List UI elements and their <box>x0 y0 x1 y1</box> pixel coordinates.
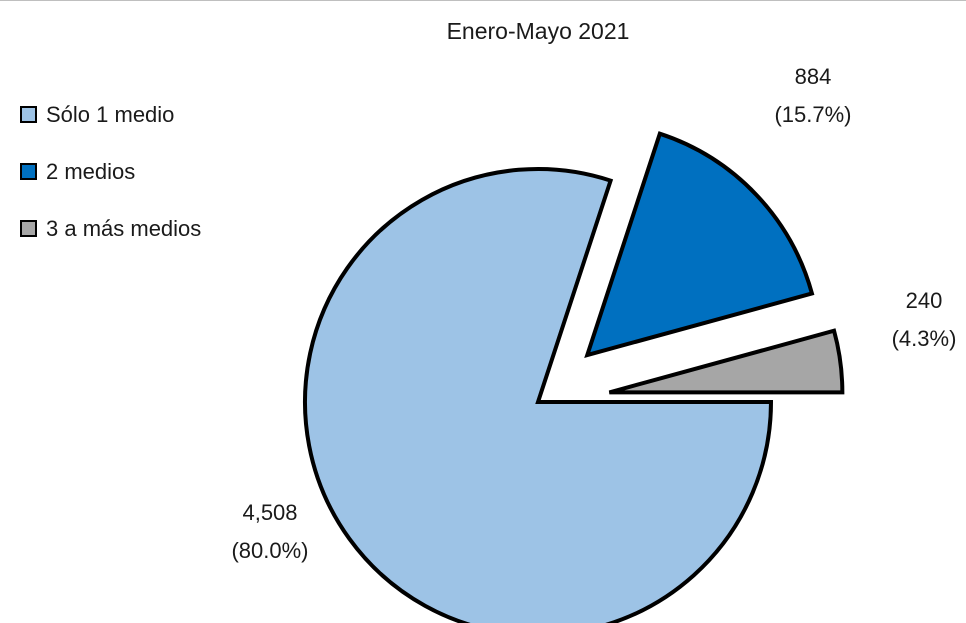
data-label-value-3-a-mas-medios: 240 <box>906 288 943 313</box>
legend-item-solo-1-medio: Sólo 1 medio <box>20 86 201 143</box>
legend-label-solo-1-medio: Sólo 1 medio <box>46 101 175 127</box>
legend-label-3-a-mas-medios: 3 a más medios <box>46 215 202 241</box>
pie-slice-3-a-mas-medios <box>608 328 845 395</box>
top-border <box>0 0 966 1</box>
legend-item-2-medios: 2 medios <box>20 143 201 200</box>
legend-label-2-medios: 2 medios <box>46 158 136 184</box>
data-label-percent-2-medios: (15.7%) <box>774 102 851 127</box>
data-label-value-2-medios: 884 <box>795 64 832 89</box>
legend-swatch-3-a-mas-medios <box>20 220 37 237</box>
data-label-percent-solo-1-medio: (80.0%) <box>231 538 308 563</box>
legend: Sólo 1 medio 2 medios 3 a más medios <box>20 86 201 257</box>
chart-title: Enero-Mayo 2021 <box>446 18 630 44</box>
pie-slice-solo-1-medio <box>303 167 774 623</box>
data-label-percent-3-a-mas-medios: (4.3%) <box>892 326 957 351</box>
data-label-value-solo-1-medio: 4,508 <box>242 500 297 525</box>
legend-swatch-solo-1-medio <box>20 106 37 123</box>
legend-swatch-2-medios <box>20 163 37 180</box>
pie-slice-2-medios <box>584 131 815 359</box>
legend-item-3-a-mas-medios: 3 a más medios <box>20 200 201 257</box>
